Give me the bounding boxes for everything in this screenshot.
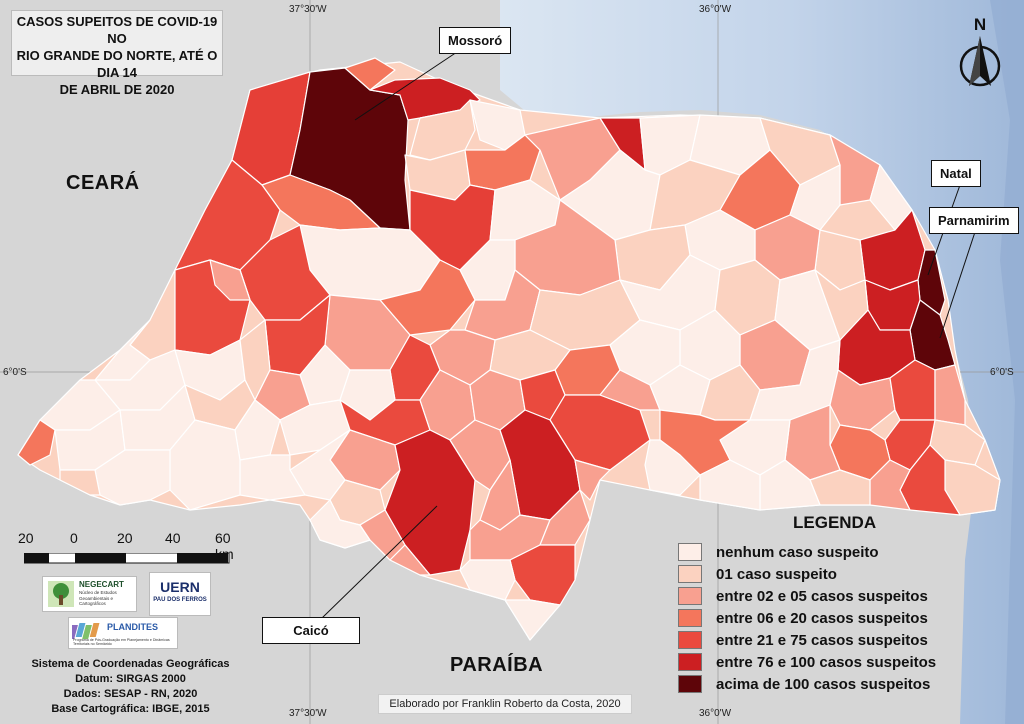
north-letter: N xyxy=(974,15,986,34)
legend-item: acima de 100 casos suspeitos xyxy=(678,673,1023,695)
legend-item: 01 caso suspeito xyxy=(678,563,1023,585)
scale-label: 20 xyxy=(18,530,34,546)
plandites-mark-icon xyxy=(72,623,100,639)
coord-right-lat: 6°0'S xyxy=(990,367,1014,378)
legend-label: entre 06 e 20 casos suspeitos xyxy=(716,609,928,627)
state-label-paraiba: PARAÍBA xyxy=(450,654,544,676)
metadata-line: Datum: SIRGAS 2000 xyxy=(75,673,186,685)
coord-left-lat: 6°0'S xyxy=(3,367,27,378)
legend-item: nenhum caso suspeito xyxy=(678,541,1023,563)
north-arrow: N xyxy=(955,14,1005,97)
legend: nenhum caso suspeito 01 caso suspeito entr… xyxy=(678,541,1023,695)
callout-caico: Caicó xyxy=(262,617,360,644)
map-title-line-2: RIO GRANDE DO NORTE, ATÉ O DIA 14 xyxy=(16,48,218,80)
coord-top-right: 36°0'W xyxy=(699,4,732,15)
legend-swatch xyxy=(678,631,702,649)
uern-logo: UERN PAU DOS FERROS xyxy=(149,572,211,616)
negecart-subtitle: Núcleo de Estudos Geoambientais e Cartog… xyxy=(79,590,117,606)
coord-bottom-right: 36°0'W xyxy=(699,708,732,719)
callout-mossoro: Mossoró xyxy=(439,27,512,54)
legend-swatch xyxy=(678,587,702,605)
plandites-logo: PLANDITES Programa de Pós-Graduação em P… xyxy=(68,617,178,649)
plandites-name: PLANDITES xyxy=(107,622,159,632)
legend-item: entre 76 e 100 casos suspeitos xyxy=(678,651,1023,673)
metadata-line: Dados: SESAP - RN, 2020 xyxy=(63,688,198,700)
legend-item: entre 02 e 05 casos suspeitos xyxy=(678,585,1023,607)
uern-name: UERN xyxy=(160,579,200,595)
legend-swatch xyxy=(678,675,702,693)
legend-swatch xyxy=(678,609,702,627)
uern-subtitle: PAU DOS FERROS xyxy=(153,597,207,603)
callout-parnamirim: Parnamirim xyxy=(929,207,1019,234)
scale-bar-graphic xyxy=(24,553,230,564)
author-credit: Elaborado por Franklin Roberto da Costa,… xyxy=(378,694,632,714)
plandites-subtitle: Programa de Pós-Graduação em Planejament… xyxy=(73,638,170,646)
legend-item: entre 21 e 75 casos suspeitos xyxy=(678,629,1023,651)
coord-top-left: 37°30'W xyxy=(289,4,327,15)
map-title: CASOS SUPEITOS DE COVID-19 NO RIO GRANDE… xyxy=(11,10,223,97)
map-title-line-1: CASOS SUPEITOS DE COVID-19 NO xyxy=(16,14,218,46)
metadata-line: Sistema de Coordenadas Geográficas xyxy=(31,658,230,670)
legend-label: entre 02 e 05 casos suspeitos xyxy=(716,587,928,605)
legend-swatch xyxy=(678,543,702,561)
scale-label: 0 xyxy=(70,530,78,546)
legend-label: 01 caso suspeito xyxy=(716,565,837,583)
tree-icon xyxy=(48,581,74,607)
scale-label: 40 xyxy=(165,530,181,546)
metadata-line: Base Cartográfica: IBGE, 2015 xyxy=(51,703,210,715)
legend-label: entre 76 e 100 casos suspeitos xyxy=(716,653,937,671)
negecart-logo: NEGECART Núcleo de Estudos Geoambientais… xyxy=(42,576,137,612)
state-label-ceara: CEARÁ xyxy=(66,172,140,194)
north-arrow-icon: N xyxy=(959,15,1001,87)
coord-bottom-left: 37°30'W xyxy=(289,708,327,719)
legend-label: acima de 100 casos suspeitos xyxy=(716,675,931,693)
legend-item: entre 06 e 20 casos suspeitos xyxy=(678,607,1023,629)
legend-swatch xyxy=(678,565,702,583)
map-metadata: Sistema de Coordenadas Geográficas Datum… xyxy=(18,657,243,717)
map-title-line-3: DE ABRIL DE 2020 xyxy=(59,82,175,97)
legend-label: entre 21 e 75 casos suspeitos xyxy=(716,631,928,649)
legend-swatch xyxy=(678,653,702,671)
callout-natal: Natal xyxy=(931,160,981,187)
legend-title: LEGENDA xyxy=(793,513,877,532)
legend-label: nenhum caso suspeito xyxy=(716,543,879,561)
scale-label: 20 xyxy=(117,530,133,546)
negecart-name: NEGECART xyxy=(79,580,124,589)
